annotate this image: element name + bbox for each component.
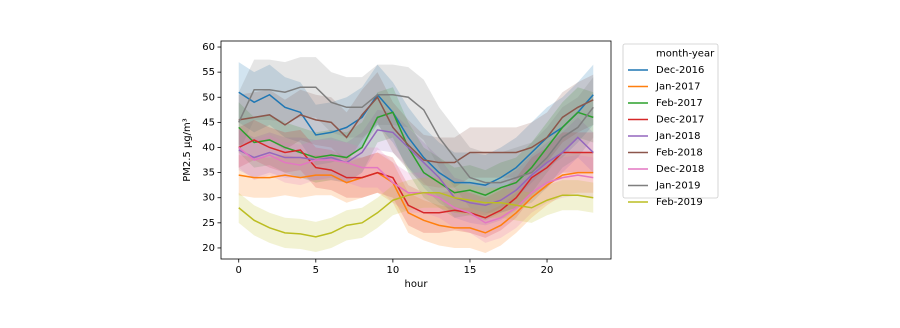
x-tick-label: 15 — [464, 265, 477, 276]
y-tick-label: 45 — [202, 117, 215, 128]
confidence-band — [238, 152, 594, 253]
y-tick-label: 30 — [202, 193, 215, 204]
series-line — [238, 91, 594, 186]
y-tick-label: 55 — [202, 67, 215, 78]
legend-label: Feb-2018 — [656, 148, 703, 159]
x-tick-label: 10 — [387, 265, 400, 276]
y-axis-label: PM2.5 μg/m³ — [182, 118, 193, 182]
x-tick-label: 20 — [541, 265, 554, 276]
y-tick-label: 25 — [202, 218, 215, 229]
confidence-band — [238, 57, 594, 213]
confidence-band — [238, 109, 594, 226]
legend-label: Jan-2019 — [655, 181, 700, 192]
series-line — [238, 86, 594, 184]
confidence-band — [238, 72, 594, 188]
y-tick-label: 35 — [202, 168, 215, 179]
legend-label: Feb-2017 — [656, 98, 703, 109]
y-tick-label: 60 — [202, 42, 215, 53]
series-line — [238, 171, 594, 234]
x-axis-label: hour — [405, 279, 429, 290]
y-tick-label: 50 — [202, 92, 215, 103]
y-tick-label: 40 — [202, 142, 215, 153]
x-tick-label: 5 — [313, 265, 319, 276]
legend-label: Dec-2018 — [656, 164, 704, 175]
legend-box — [622, 43, 719, 199]
legend-label: Feb-2019 — [656, 197, 703, 208]
plot-frame — [220, 40, 612, 260]
legend-label: Dec-2017 — [656, 115, 704, 126]
series-line — [238, 111, 594, 197]
legend-title: month-year — [656, 49, 715, 60]
legend-label: Dec-2016 — [656, 65, 704, 76]
confidence-band — [238, 119, 594, 238]
series-line — [238, 191, 594, 238]
x-tick-label: 0 — [236, 265, 242, 276]
series-line — [238, 129, 594, 207]
confidence-band — [238, 62, 594, 216]
legend-label: Jan-2018 — [655, 131, 700, 142]
series-line — [238, 146, 594, 224]
y-tick-label: 20 — [202, 243, 215, 254]
series-line — [238, 139, 594, 219]
series-line — [238, 95, 594, 164]
legend-label: Jan-2017 — [655, 82, 700, 93]
